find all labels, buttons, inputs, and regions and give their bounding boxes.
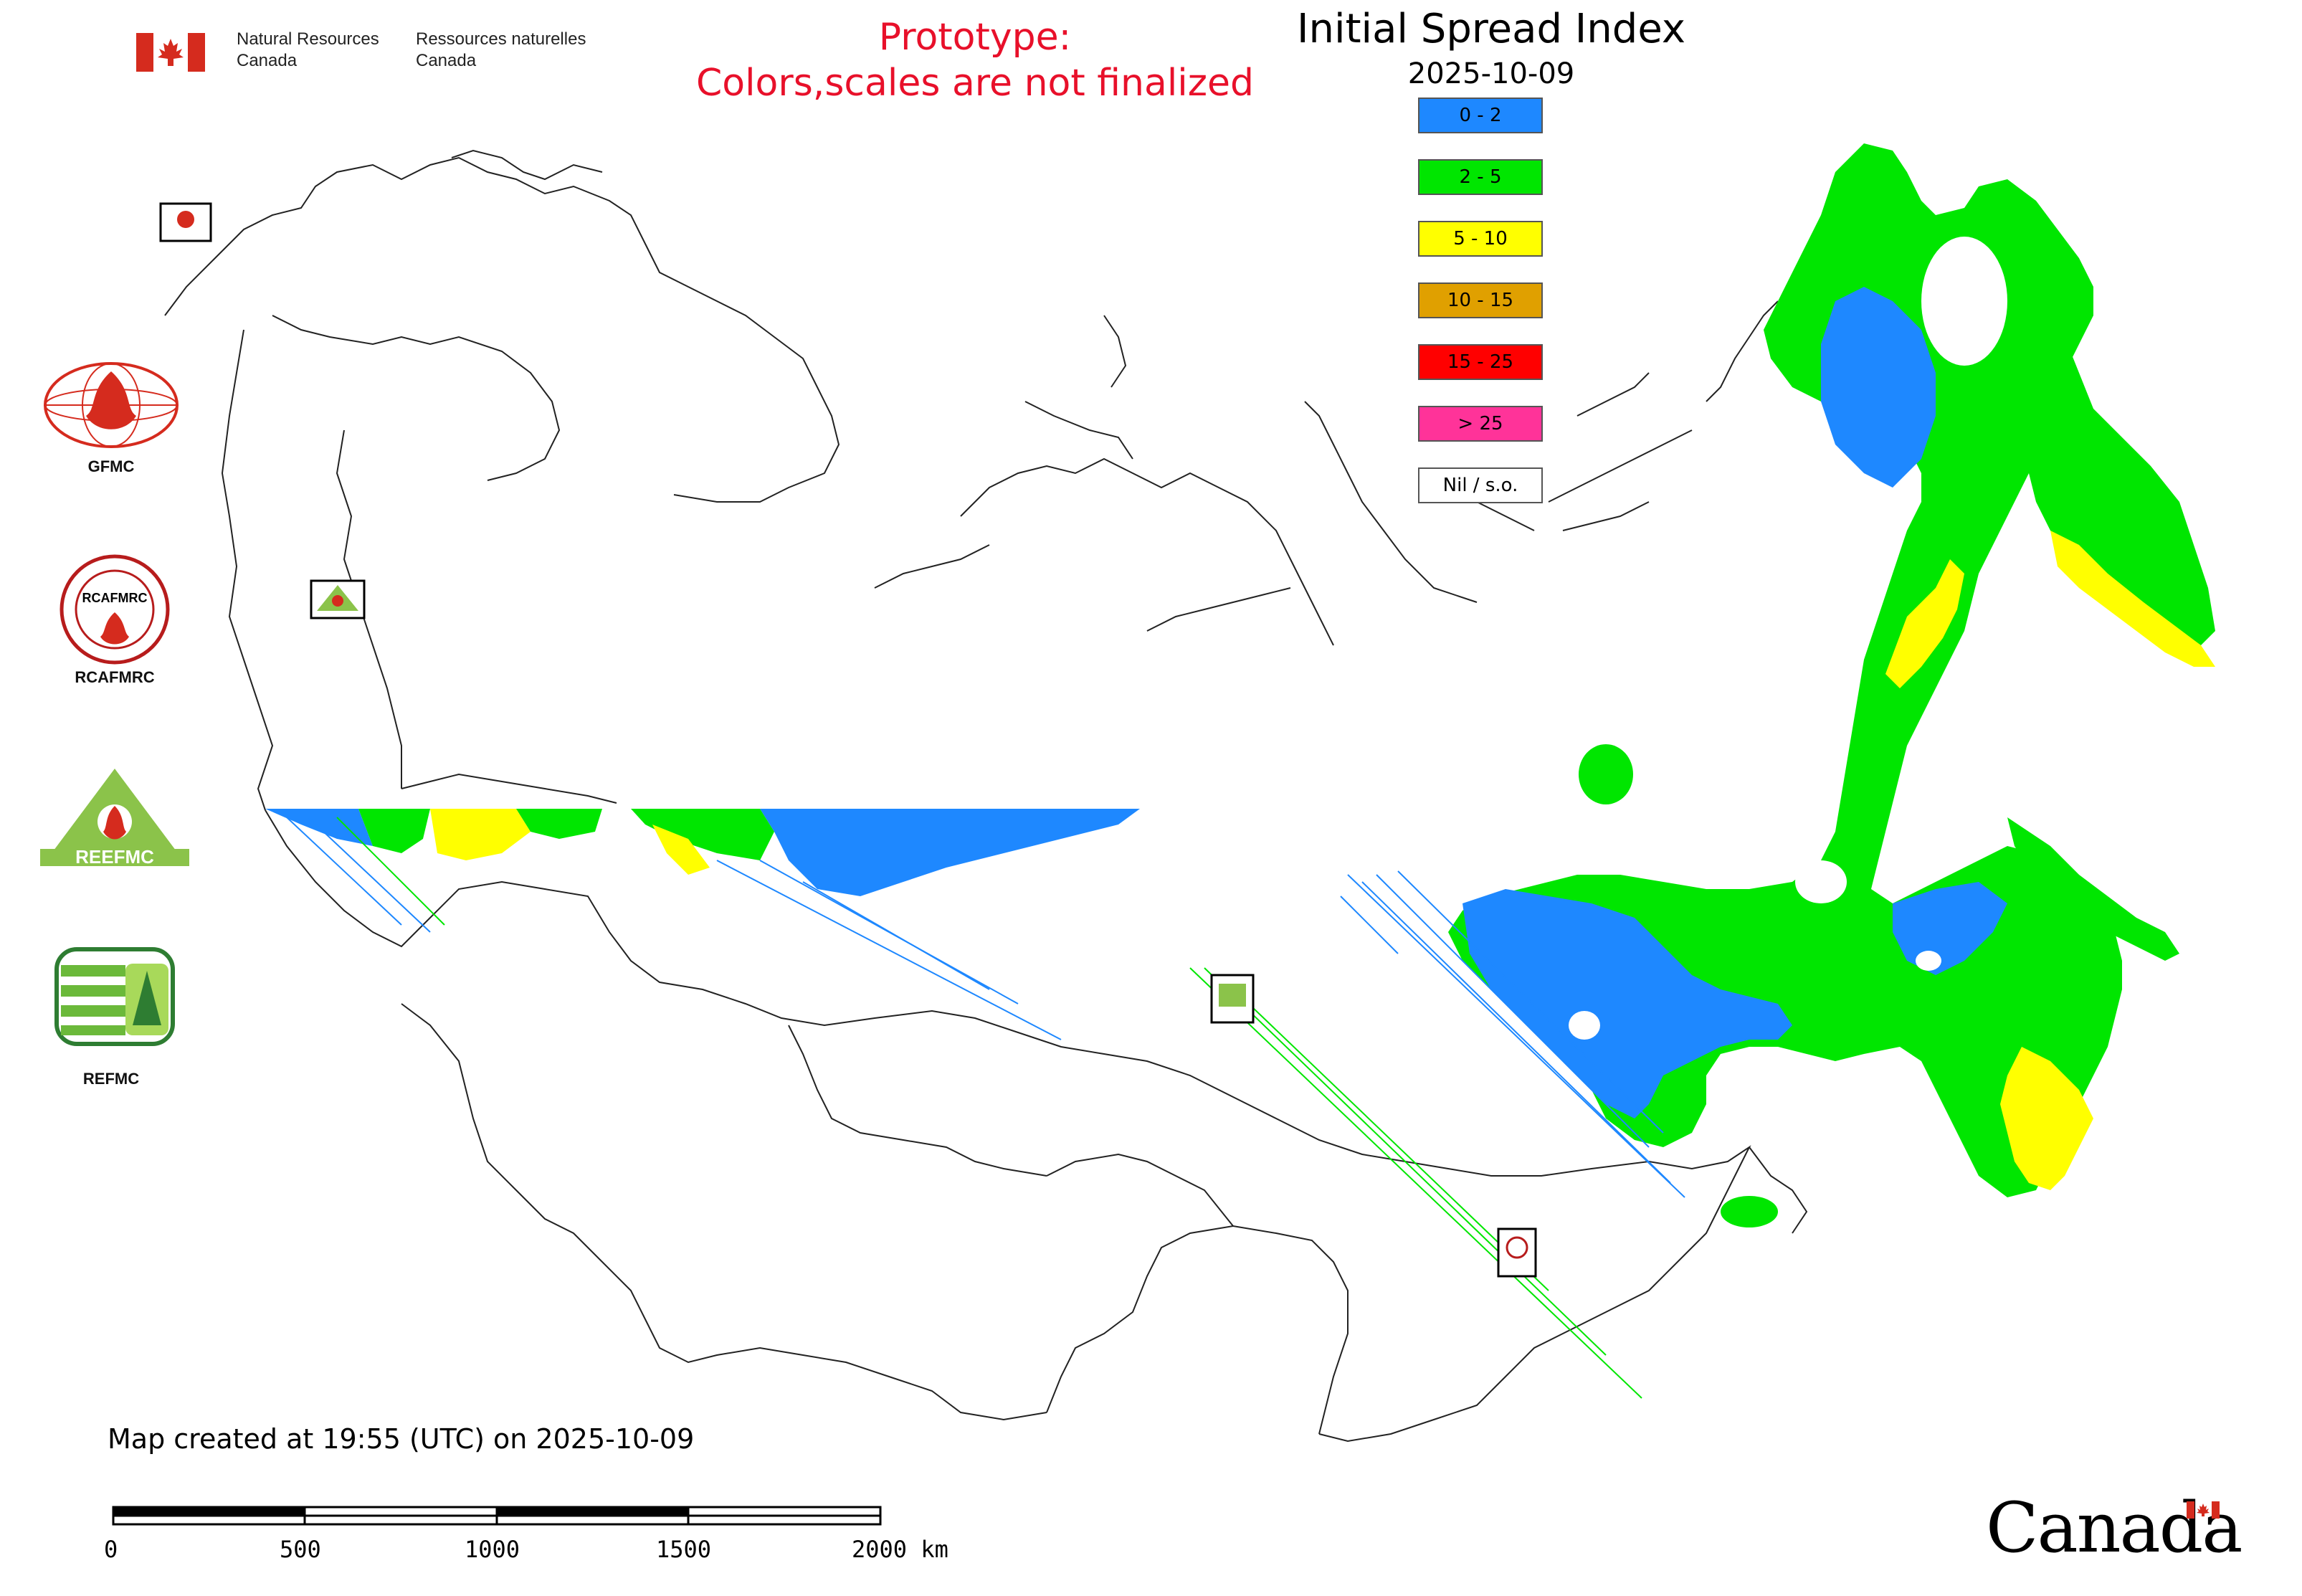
reefmc-logo-icon: REEFMC — [40, 769, 189, 868]
isi-region-blue-north — [1821, 287, 1936, 488]
canada-wordmark: Canada — [1986, 1488, 2242, 1568]
refmc-marker-logo-icon — [1219, 984, 1246, 1007]
isi-region-blue-central — [1462, 889, 1792, 1118]
scale-label-1500: 1500 — [656, 1536, 712, 1563]
map-created-note: Map created at 19:55 (UTC) on 2025-10-09 — [108, 1423, 695, 1455]
isi-region-blue-south — [1893, 882, 2007, 975]
legend-item-nil: Nil / s.o. — [1418, 467, 1543, 503]
isi-band-center-blue — [760, 809, 1140, 896]
legend-item-gt25: > 25 — [1418, 406, 1543, 442]
scale-label-0: 0 — [104, 1536, 118, 1563]
gfmc-caption: GFMC — [87, 457, 135, 475]
isi-lake-3 — [1916, 951, 1941, 971]
isi-band-center-green — [631, 809, 774, 860]
rcafmrc-ring-text: RCAFMRC — [82, 591, 148, 605]
gfmc-marker-flame-icon — [177, 211, 194, 228]
canada-flag-icon — [136, 33, 205, 72]
isi-coverage — [265, 143, 2215, 1399]
legend-item-5-10: 5 - 10 — [1418, 221, 1543, 257]
prototype-note-line1: Prototype: — [878, 16, 1072, 59]
boundary-lines — [164, 149, 1808, 1443]
scale-label-500: 500 — [280, 1536, 321, 1563]
isi-lake-1 — [1795, 860, 1847, 903]
isi-region-yellow-coast — [2050, 531, 2215, 667]
prototype-note-line2: Colors,scales are not finalized — [695, 62, 1255, 105]
reefmc-marker-flame-icon — [332, 595, 343, 607]
scale-bar — [112, 1506, 882, 1526]
map-title: Initial Spread Index — [1297, 6, 1685, 52]
rcafmrc-marker-ring-icon — [1506, 1236, 1528, 1259]
scale-label-1000: 1000 — [465, 1536, 520, 1563]
marker-boxes — [159, 202, 1537, 1278]
isi-band-center-yellow — [652, 825, 710, 875]
isi-streaks — [286, 817, 1685, 1399]
isi-region-yellow-bend — [1885, 559, 1964, 688]
nrcan-fr-line1: Ressources naturelles — [416, 29, 586, 49]
isi-region-yellow-south — [2000, 1047, 2093, 1190]
isi-band-west-green — [358, 809, 430, 853]
isi-island-1 — [1579, 744, 1633, 804]
nrcan-header: Natural Resources Canada Ressources natu… — [136, 27, 609, 77]
reefmc-word: REEFMC — [75, 846, 154, 868]
legend-item-2-5: 2 - 5 — [1418, 159, 1543, 195]
refmc-caption: REFMC — [82, 1070, 140, 1088]
isi-region-green-strip — [2007, 817, 2179, 961]
refmc-logo-icon — [54, 947, 175, 1046]
nrcan-en-line1: Natural Resources — [237, 29, 379, 49]
nrcan-en-line2: Canada — [237, 51, 298, 70]
isi-lake-4 — [1921, 237, 2007, 366]
isi-island-2 — [1721, 1196, 1778, 1227]
isi-band-west-green2 — [516, 809, 602, 839]
rcafmrc-logo-icon: RCAFMRC — [60, 554, 170, 665]
legend-item-10-15: 10 - 15 — [1418, 282, 1543, 318]
isi-region-green-peninsula — [1993, 258, 2215, 645]
scale-label-2000: 2000 km — [852, 1536, 948, 1563]
gfmc-logo-icon — [44, 362, 179, 448]
map-date: 2025-10-09 — [1407, 57, 1575, 90]
rcafmrc-caption: RCAFMRC — [75, 668, 155, 686]
nrcan-fr-line2: Canada — [416, 51, 477, 70]
isi-band-west-yellow — [430, 809, 531, 860]
rcafmrc-marker — [1497, 1227, 1537, 1278]
canada-wordmark-flag-icon — [2187, 1501, 2220, 1519]
legend-item-0-2: 0 - 2 — [1418, 98, 1543, 133]
isi-lake-2 — [1569, 1011, 1600, 1040]
legend-item-15-25: 15 - 25 — [1418, 344, 1543, 380]
